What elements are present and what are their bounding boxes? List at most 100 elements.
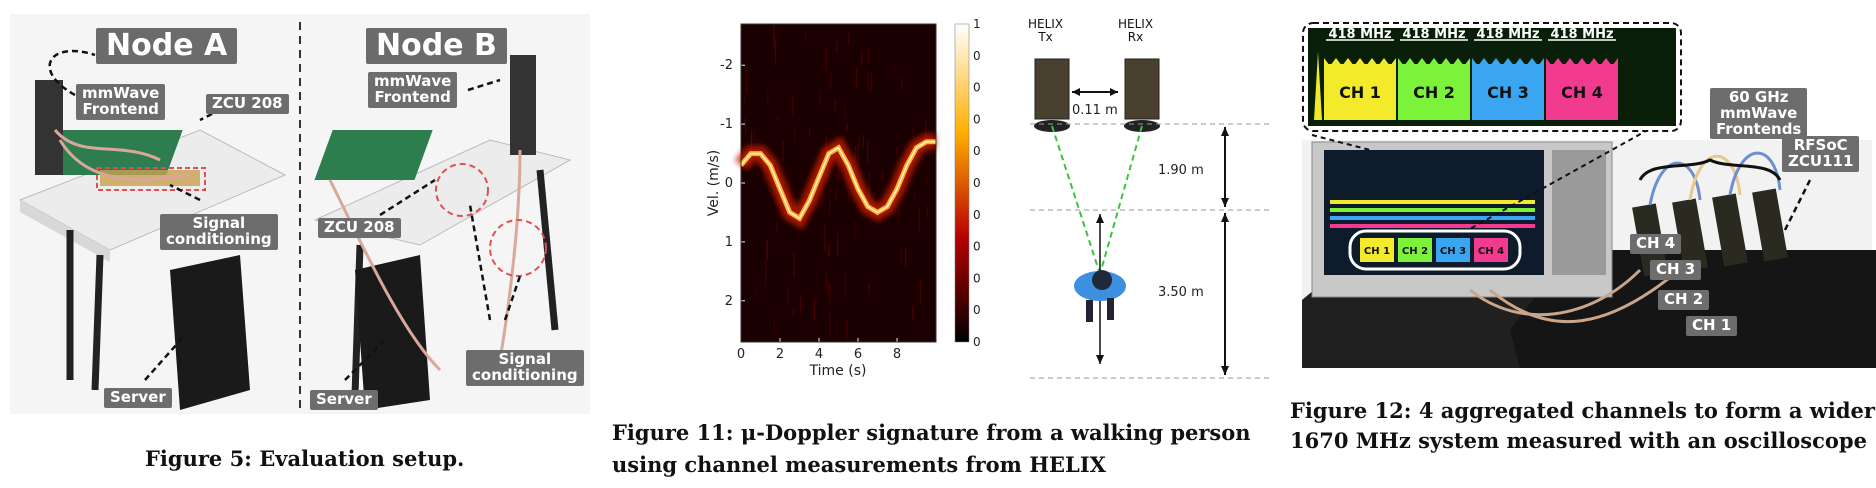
node-a-mmwave-label: mmWave Frontend xyxy=(76,84,166,120)
colorbar-tick-label: 1 xyxy=(973,17,980,31)
heatmap-noise-streak xyxy=(792,309,794,316)
colorbar-tick-label: 0.2 xyxy=(973,271,980,285)
colorbar-tick-label: 0.8 xyxy=(973,81,980,95)
heatmap-noise-streak xyxy=(808,128,811,137)
x-tick-label: 2 xyxy=(776,347,784,362)
helix-tx-device xyxy=(1034,58,1070,132)
heatmap-noise-streak xyxy=(834,98,836,114)
doppler-chart: 0 2 4 6 8 -2 -1 0 1 2 0 0.1 0.2 0.3 0.4 0.5 0.6 0.7 0.8 0.… xyxy=(706,17,980,379)
spectrum-channel-peaks xyxy=(1472,58,1544,66)
heatmap-noise-streak xyxy=(825,273,827,290)
y-tick-label: 0 xyxy=(725,176,733,191)
figure-5: Node A Node B mmWave Frontend ZCU 208 Si… xyxy=(0,0,600,488)
heatmap-noise-streak xyxy=(829,283,831,303)
heatmap-noise-streak xyxy=(858,138,860,147)
heatmap-noise-streak xyxy=(904,247,906,267)
heatmap-noise-streak xyxy=(879,214,881,227)
heatmap-noise-streak xyxy=(743,97,745,106)
node-b-zcu-label: ZCU 208 xyxy=(318,218,401,238)
node-a-signal-label: Signal conditioning xyxy=(160,214,278,250)
heatmap-noise-streak xyxy=(846,319,848,339)
y-tick-label: -2 xyxy=(720,58,733,73)
bandwidth-label: 418 MHz xyxy=(1402,27,1465,42)
helix-geometry-diagram: 1.90 m 3.50 m 0.11 m xyxy=(1030,58,1270,379)
heatmap-noise-streak xyxy=(741,169,743,186)
scope-channel-label: CH 4 xyxy=(1478,246,1504,257)
node-b-server-label: Server xyxy=(310,390,378,410)
heatmap-noise-streak xyxy=(755,286,758,295)
plot-frame xyxy=(740,23,937,343)
heatmap-noise-streak xyxy=(868,69,870,91)
figure-5-caption: Figure 5: Evaluation setup. xyxy=(145,446,465,471)
heatmap-noise-streak xyxy=(901,77,903,91)
heatmap-noise-streak xyxy=(861,49,863,65)
y-tick-label: 2 xyxy=(725,294,733,309)
figure-12: CH 1 CH 2 CH 3 CH 4 CH 1 418 MHz CH 2 418 MHz C… xyxy=(1290,0,1876,488)
helix-rx-device xyxy=(1124,58,1160,132)
heatmap-noise-streak xyxy=(898,207,900,225)
figure-5-illustration xyxy=(18,22,572,410)
heatmap-noise-streak xyxy=(787,287,789,304)
heatmap-noise-streak xyxy=(775,38,777,66)
spectrum-channel-label: CH 4 xyxy=(1561,83,1603,102)
figure-12-caption-line-2: 1670 MHz system measured with an oscillo… xyxy=(1290,428,1867,453)
spectrum-inset: CH 1 418 MHz CH 2 418 MHz CH 3 418 MHz CH 4 418… xyxy=(1302,22,1682,132)
heatmap-noise-streak xyxy=(794,198,796,208)
dist-1-label: 1.90 m xyxy=(1158,163,1204,178)
heatmap-noise-streak xyxy=(830,70,832,88)
heatmap-noise-streak xyxy=(870,71,872,90)
heatmap-noise-streak xyxy=(882,170,884,182)
node-a-label: Node A xyxy=(96,28,238,64)
scope-channel-swatch xyxy=(1474,238,1508,262)
heatmap-noise-streak xyxy=(827,281,830,298)
heatmap-noise-streak xyxy=(773,24,775,50)
x-tick-label: 8 xyxy=(893,347,901,362)
colorbar-tick-label: 0.9 xyxy=(973,49,980,63)
scope-channel-swatch xyxy=(1436,238,1470,262)
scope-channel-label: CH 3 xyxy=(1440,246,1466,257)
y-axis-label: Vel. (m/s) xyxy=(706,150,722,216)
heatmap-noise-streak xyxy=(867,46,870,64)
colorbar-tick-label: 0.3 xyxy=(973,240,980,254)
colorbar-tick-label: 0 xyxy=(973,335,980,349)
dist-tx-rx-label: 0.11 m xyxy=(1072,103,1118,118)
scope-channel-label: CH 2 xyxy=(1402,246,1428,257)
x-axis-label: Time (s) xyxy=(809,363,867,379)
dist-2-label: 3.50 m xyxy=(1158,285,1204,300)
heatmap-noise-streak xyxy=(825,136,828,155)
heatmap-noise-streak xyxy=(767,90,769,107)
signature-highlight xyxy=(740,141,936,220)
heatmap-noise-streak xyxy=(829,188,831,215)
dc-spike xyxy=(1314,52,1322,120)
heatmap-noise-streak xyxy=(836,39,838,52)
spectrum-channel-label: CH 1 xyxy=(1339,83,1381,102)
heatmap-noise-streak xyxy=(819,90,821,106)
heatmap-noise-streak xyxy=(793,252,795,278)
heatmap-noise-streak xyxy=(912,306,914,321)
colorbar xyxy=(954,23,970,343)
colorbar-tick-label: 0.5 xyxy=(973,176,980,190)
x-tick-label: 0 xyxy=(737,347,745,362)
heatmap-noise-streak xyxy=(813,298,816,322)
walking-person-icon xyxy=(1074,270,1126,322)
helix-rx-label: HELIX Rx xyxy=(1118,17,1154,44)
figure-11-caption-line-1: Figure 11: μ-Doppler signature from a wa… xyxy=(612,420,1251,445)
figure-11-caption-line-2: using channel measurements from HELIX xyxy=(612,452,1106,477)
heatmap-noise-streak xyxy=(925,120,927,137)
node-b-label: Node B xyxy=(366,28,507,64)
heatmap-noise-streak xyxy=(744,116,746,136)
heatmap-noise-streak xyxy=(844,271,846,297)
heatmap-noise-streak xyxy=(857,143,859,167)
heatmap-noise-streak xyxy=(855,66,858,88)
board-ch4-label: CH 4 xyxy=(1630,234,1682,254)
y-tick-label: -1 xyxy=(720,117,733,132)
heatmap-noise-streak xyxy=(895,146,898,155)
spectrum-channel-block xyxy=(1324,64,1396,120)
heatmap-noise-streak xyxy=(919,280,922,303)
rfsoc-label: RFSoC ZCU111 xyxy=(1782,136,1860,172)
heatmap-noise-streak xyxy=(837,156,840,182)
heatmap-noise-streak xyxy=(825,46,828,74)
spectrum-channel-block xyxy=(1472,64,1544,120)
heatmap-noise-streak xyxy=(844,107,846,121)
heatmap-noise-streak xyxy=(926,177,928,185)
